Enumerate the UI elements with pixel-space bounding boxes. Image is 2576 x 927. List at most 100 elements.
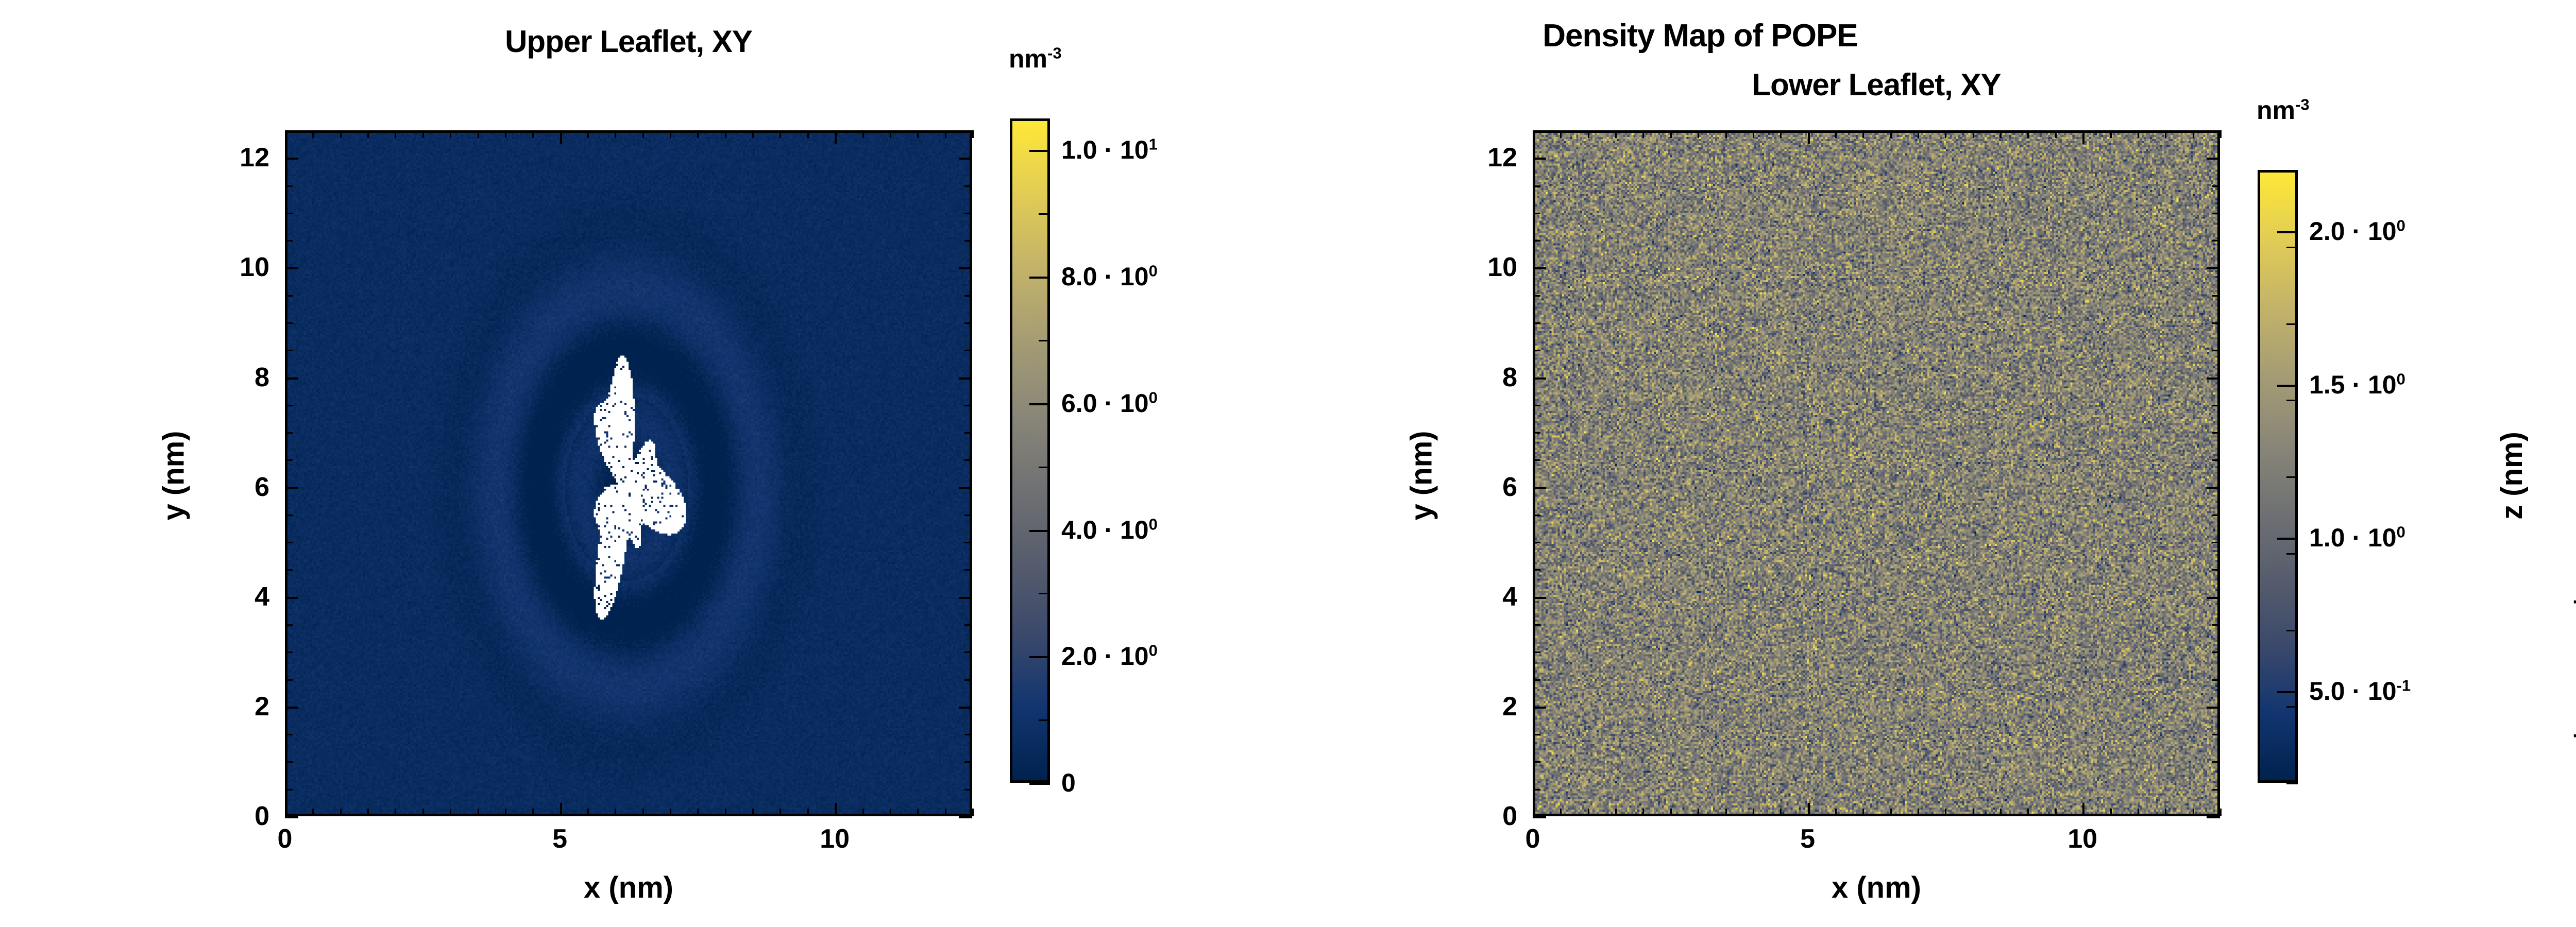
xaxis-minor-tick <box>504 809 506 816</box>
yaxis-tick-label: 2 <box>255 691 269 722</box>
xaxis-major-tick <box>285 130 287 144</box>
yaxis-minor-tick <box>285 404 293 406</box>
yaxis-tick-label: −4 <box>2521 720 2576 751</box>
xaxis-minor-tick <box>752 809 754 816</box>
xaxis-minor-tick <box>2165 809 2167 816</box>
xaxis-major-tick <box>1807 130 1810 144</box>
xaxis-minor-tick <box>2137 809 2139 816</box>
xaxis-minor-tick <box>2137 130 2139 138</box>
xaxis-minor-tick <box>340 130 342 138</box>
xaxis-minor-tick <box>917 809 919 816</box>
colorbar-major-tick <box>1029 656 1050 659</box>
xaxis-major-tick <box>560 130 562 144</box>
colorbar-tick-mantissa: 2.0 · 10 <box>1061 642 1149 671</box>
yaxis-minor-tick <box>1533 679 1540 681</box>
yaxis-tick-label: 8 <box>1502 362 1517 392</box>
xaxis-minor-tick <box>422 809 424 816</box>
colorbar-unit-lower-leaflet: nm-3 <box>2257 95 2310 125</box>
yaxis-minor-tick <box>2212 350 2220 352</box>
yaxis-major-tick <box>285 267 298 270</box>
xaxis-tick-label: 10 <box>2067 824 2098 854</box>
colorbar-tick-mantissa: 0 <box>1061 768 1076 797</box>
xaxis-major-tick <box>1533 130 1535 144</box>
colorbar-tick-label: 1.0 · 101 <box>1061 135 1158 165</box>
yaxis-minor-tick <box>285 185 293 187</box>
yaxis-minor-tick <box>2212 542 2220 544</box>
xaxis-minor-tick <box>1972 130 1974 138</box>
xaxis-minor-tick <box>340 809 342 816</box>
yaxis-minor-tick <box>285 569 293 571</box>
yaxis-minor-tick <box>1533 404 1540 406</box>
xaxis-minor-tick <box>2000 130 2002 138</box>
colorbar-minor-tick <box>2286 170 2298 171</box>
yaxis-minor-tick <box>1533 432 1540 434</box>
yaxis-minor-tick <box>1533 761 1540 763</box>
colorbar-minor-tick <box>2286 706 2298 708</box>
yaxis-major-tick <box>959 267 972 270</box>
colorbar-tick-mantissa: 4.0 · 10 <box>1061 515 1149 544</box>
yaxis-major-tick <box>2207 706 2220 709</box>
colorbar-tick-mantissa: 5.0 · 10 <box>2309 676 2397 706</box>
xaxis-minor-tick <box>642 809 644 816</box>
xaxis-minor-tick <box>1945 130 1947 138</box>
xaxis-minor-tick <box>477 809 479 816</box>
xaxis-minor-tick <box>670 130 672 138</box>
yaxis-major-tick <box>959 706 972 709</box>
colorbar-tick-label: 8.0 · 100 <box>1061 262 1158 291</box>
colorbar-tick-label: 4.0 · 100 <box>1061 515 1158 545</box>
xaxis-minor-tick <box>1972 809 1974 816</box>
yaxis-minor-tick <box>2212 761 2220 763</box>
yaxis-tick-label: 0 <box>2521 452 2576 483</box>
yaxis-tick-label: 10 <box>240 252 269 283</box>
xaxis-minor-tick <box>724 130 726 138</box>
yaxis-tick-label: 4 <box>2521 184 2576 215</box>
yaxis-minor-tick <box>964 514 972 516</box>
xaxis-minor-tick <box>1918 809 1920 816</box>
yaxis-minor-tick <box>2212 624 2220 626</box>
yaxis-major-tick <box>2207 158 2220 160</box>
colorbar-minor-tick <box>2286 400 2298 402</box>
xaxis-minor-tick <box>532 130 534 138</box>
yaxis-label-upper-leaflet: y (nm) <box>157 431 191 521</box>
xaxis-minor-tick <box>532 809 534 816</box>
yaxis-tick-label: 12 <box>240 143 269 173</box>
colorbar-major-tick <box>2277 231 2298 233</box>
xaxis-minor-tick <box>752 130 754 138</box>
yaxis-minor-tick <box>2212 651 2220 654</box>
xaxis-minor-tick <box>615 130 617 138</box>
panel-title-upper-leaflet: Upper Leaflet, XY <box>505 24 753 59</box>
xaxis-minor-tick <box>1835 130 1837 138</box>
plot-area-upper-leaflet[interactable] <box>285 130 972 816</box>
yaxis-minor-tick <box>2212 788 2220 791</box>
yaxis-minor-tick <box>1533 788 1540 791</box>
xaxis-minor-tick <box>450 130 452 138</box>
yaxis-minor-tick <box>285 624 293 626</box>
yaxis-tick-label: 12 <box>1487 143 1517 173</box>
yaxis-minor-tick <box>964 651 972 654</box>
colorbar-major-tick <box>2277 538 2298 540</box>
xaxis-minor-tick <box>1725 809 1727 816</box>
colorbar-gradient-upper-leaflet <box>1010 118 1050 783</box>
yaxis-minor-tick <box>1533 130 1540 132</box>
xaxis-minor-tick <box>1780 130 1782 138</box>
yaxis-major-tick <box>285 596 298 599</box>
xaxis-minor-tick <box>1560 809 1562 816</box>
xaxis-minor-tick <box>367 809 369 816</box>
yaxis-minor-tick <box>1533 624 1540 626</box>
plot-area-lower-leaflet[interactable] <box>1533 130 2220 816</box>
xaxis-minor-tick <box>1670 809 1672 816</box>
xaxis-tick-label: 5 <box>1800 824 1816 854</box>
yaxis-major-tick <box>2207 816 2220 818</box>
yaxis-major-tick <box>959 487 972 489</box>
colorbar-tick-label: 0 <box>1061 768 1076 798</box>
yaxis-minor-tick <box>964 542 972 544</box>
xaxis-minor-tick <box>779 130 782 138</box>
yaxis-tick-label: 0 <box>255 801 269 831</box>
yaxis-major-tick <box>959 596 972 599</box>
xaxis-major-tick <box>835 803 837 816</box>
xaxis-minor-tick <box>862 130 864 138</box>
xaxis-minor-tick <box>1918 130 1920 138</box>
yaxis-minor-tick <box>1533 734 1540 736</box>
xaxis-minor-tick <box>1835 809 1837 816</box>
xaxis-minor-tick <box>587 130 589 138</box>
